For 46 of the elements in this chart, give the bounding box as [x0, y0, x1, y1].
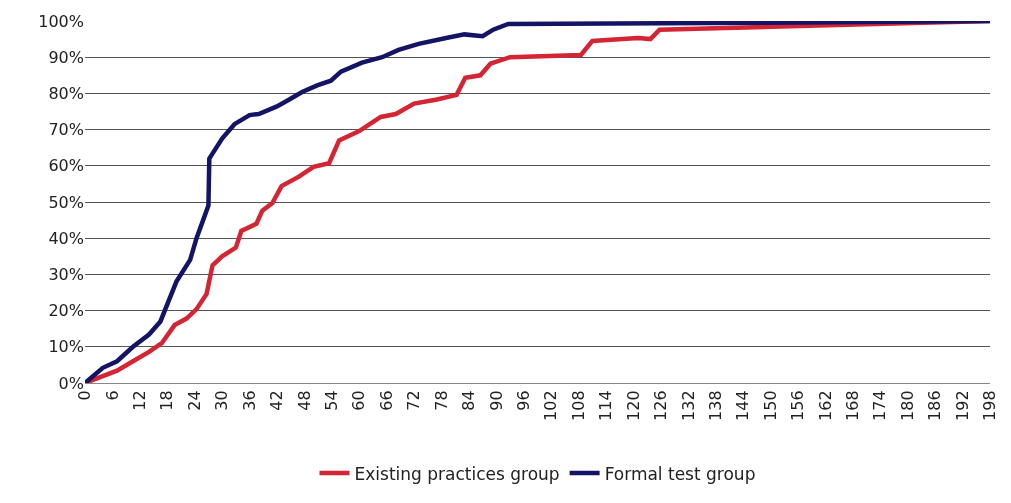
x-tick-label: 120 — [623, 390, 643, 421]
x-tick-label: 72 — [404, 390, 424, 411]
x-tick-label: 78 — [431, 390, 451, 411]
y-tick-label: 20% — [48, 301, 84, 321]
x-tick-label: 180 — [897, 390, 917, 421]
x-tick-label: 48 — [294, 390, 314, 411]
x-tick-label: 198 — [980, 390, 1000, 421]
x-tick-label: 192 — [952, 390, 972, 421]
x-tick-label: 30 — [212, 390, 232, 411]
x-tick-label: 6 — [102, 390, 122, 401]
y-tick-label: 100% — [38, 11, 84, 31]
x-tick-label: 84 — [459, 390, 479, 411]
x-tick-label: 102 — [541, 390, 561, 421]
x-tick-label: 150 — [760, 390, 780, 421]
x-tick-label: 108 — [568, 390, 588, 421]
x-tick-label: 90 — [486, 390, 506, 411]
y-tick-label: 90% — [48, 47, 84, 67]
x-tick-label: 42 — [267, 390, 287, 411]
x-tick-label: 144 — [733, 390, 753, 421]
y-tick-label: 60% — [48, 156, 84, 176]
y-tick-label: 40% — [48, 228, 84, 248]
legend-label: Formal test group — [604, 463, 756, 484]
x-tick-label: 138 — [705, 390, 725, 421]
x-tick-label: 126 — [651, 390, 671, 421]
y-tick-label: 10% — [48, 337, 84, 357]
x-tick-label: 0 — [75, 390, 95, 401]
x-tick-label: 114 — [596, 390, 616, 421]
x-tick-label: 96 — [513, 390, 533, 411]
x-tick-label: 132 — [678, 390, 698, 421]
x-tick-label: 156 — [788, 390, 808, 421]
y-tick-label: 70% — [48, 120, 84, 140]
y-tick-label: 50% — [48, 192, 84, 212]
x-tick-label: 186 — [925, 390, 945, 421]
x-tick-label: 18 — [157, 390, 177, 411]
x-tick-label: 12 — [130, 390, 150, 411]
x-tick-label: 168 — [843, 390, 863, 421]
legend-label: Existing practices group — [354, 463, 560, 484]
x-tick-label: 162 — [815, 390, 835, 421]
x-tick-label: 24 — [184, 390, 204, 411]
x-tick-label: 60 — [349, 390, 369, 411]
x-tick-label: 174 — [870, 390, 890, 421]
x-tick-label: 66 — [376, 390, 396, 411]
x-tick-label: 54 — [322, 390, 342, 411]
x-tick-label: 36 — [239, 390, 259, 411]
y-tick-label: 80% — [48, 84, 84, 103]
y-tick-label: 30% — [48, 265, 84, 284]
